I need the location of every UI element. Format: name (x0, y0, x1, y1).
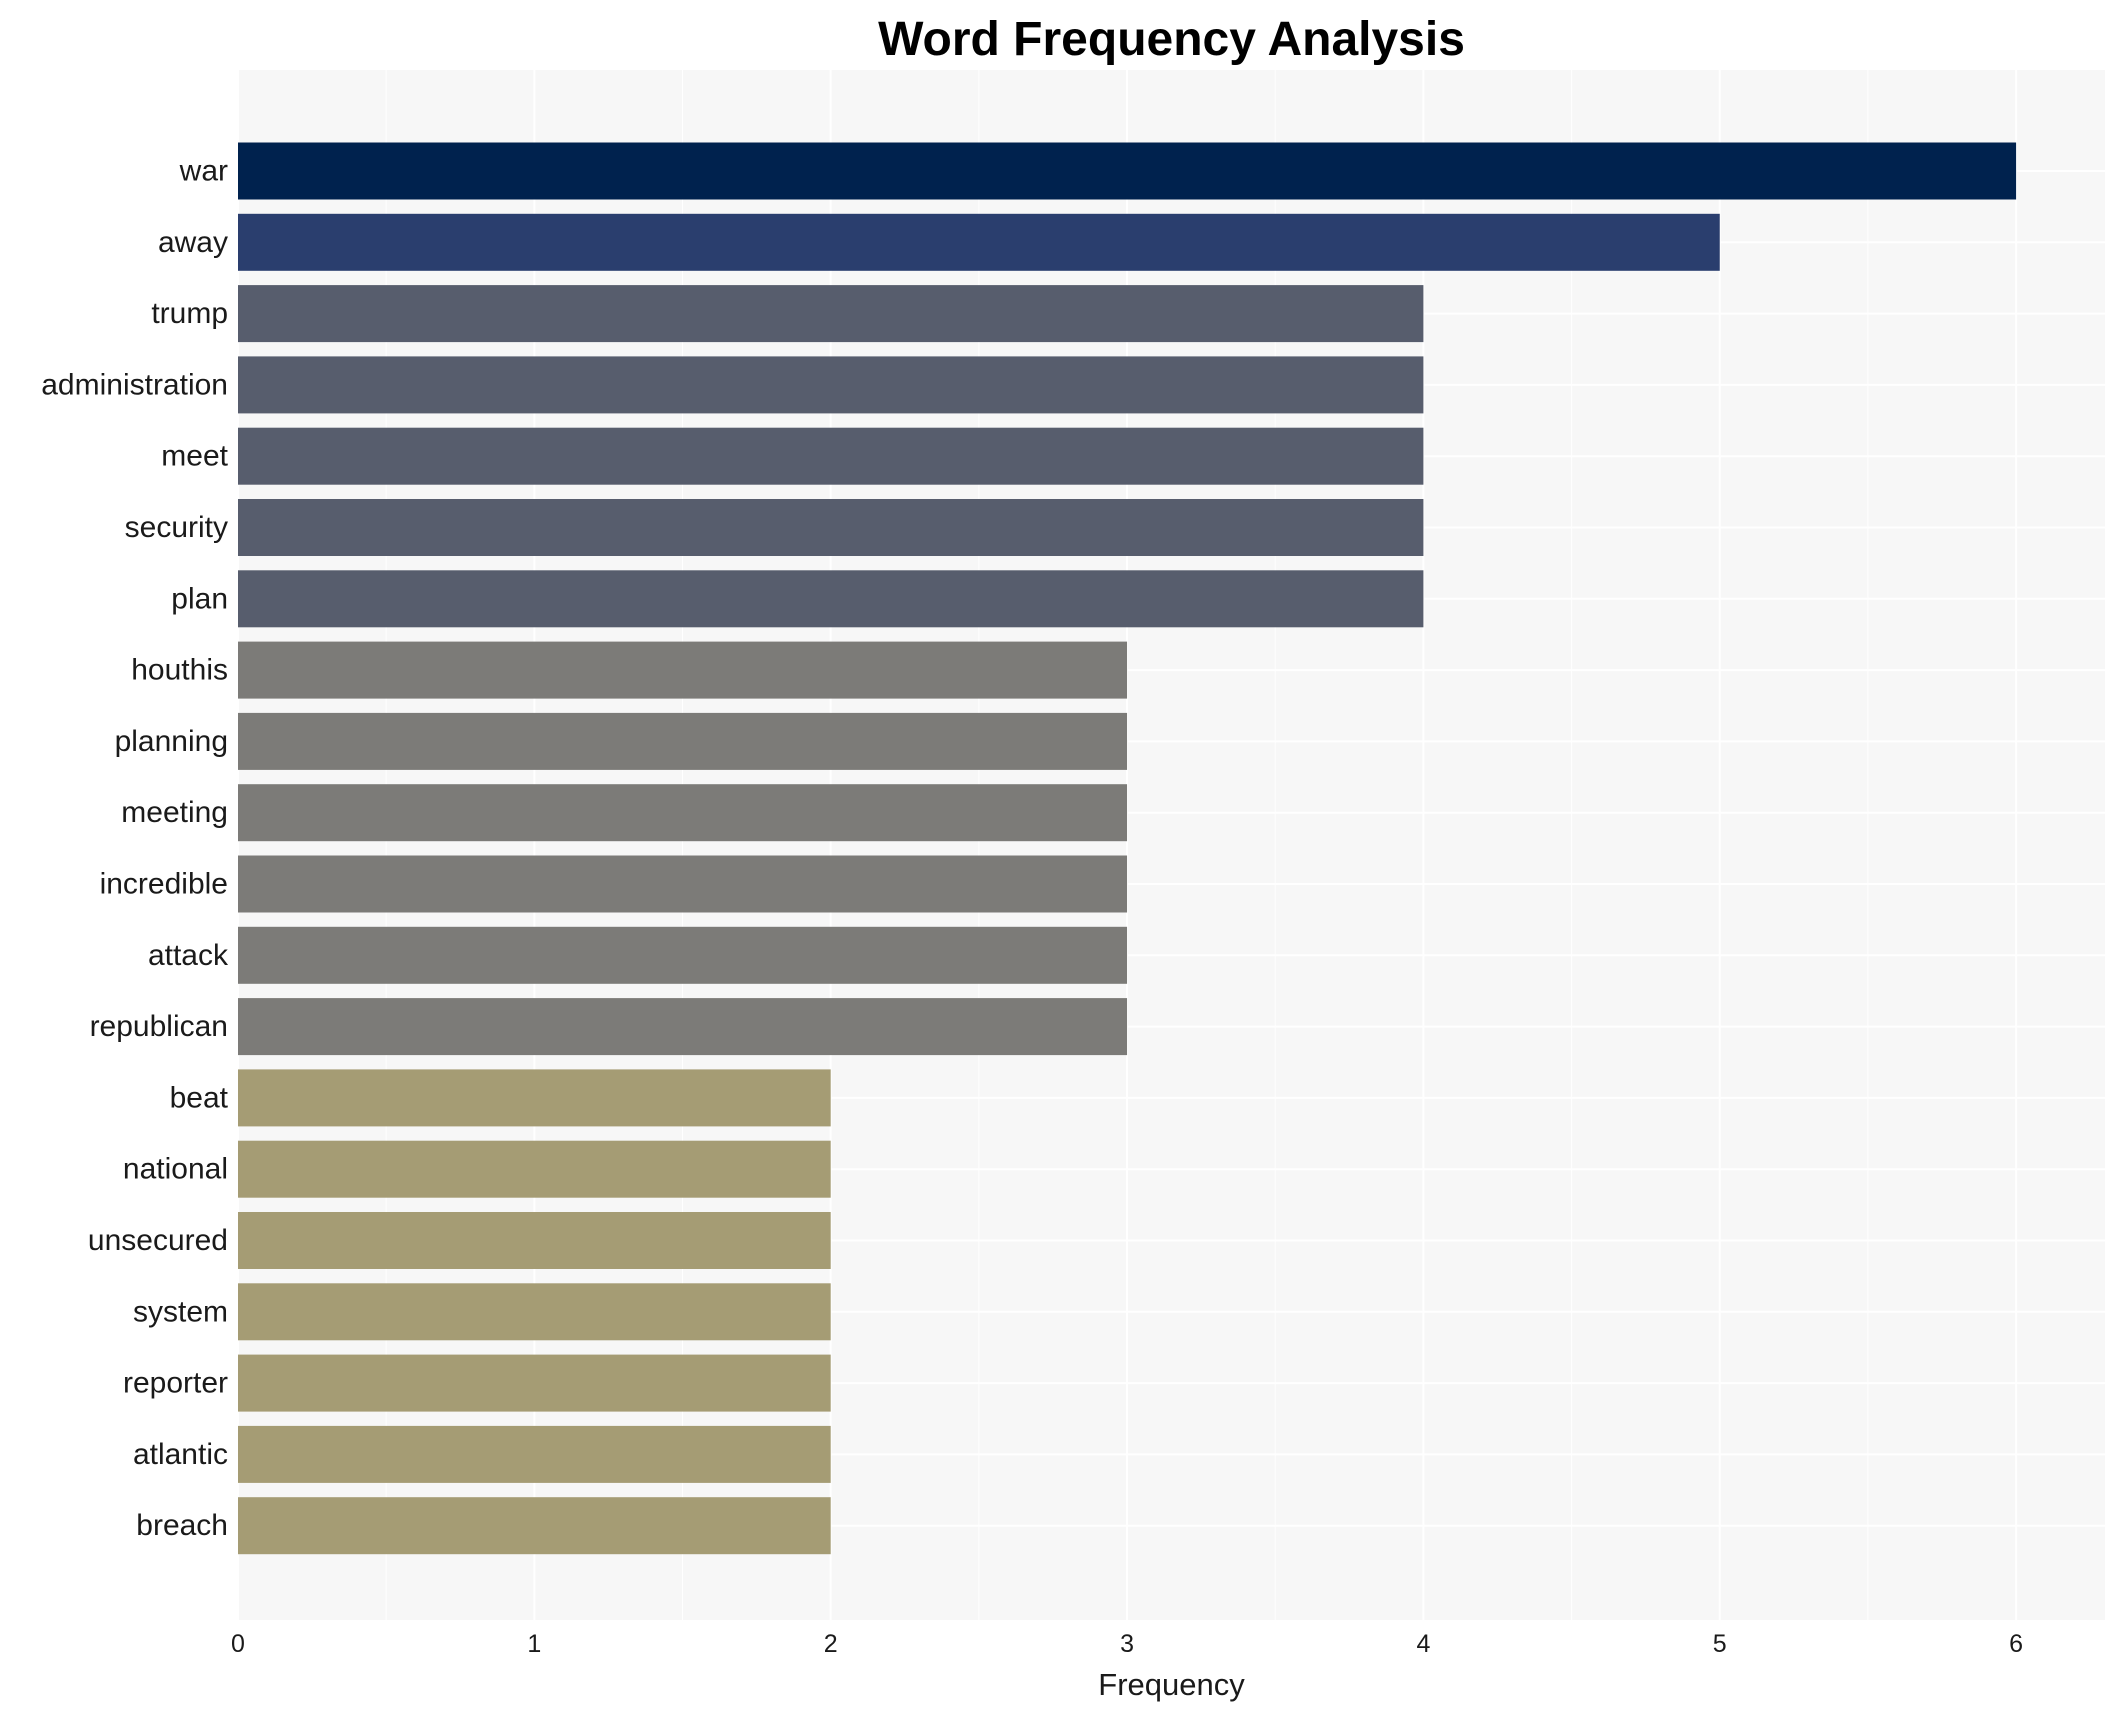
bar-attack (238, 926, 1128, 984)
category-label-atlantic: atlantic (133, 1438, 228, 1471)
category-label-national: national (123, 1153, 228, 1186)
category-label-trump: trump (151, 297, 228, 330)
bar-administration (238, 356, 1424, 414)
bar-unsecured (238, 1212, 831, 1269)
category-label-system: system (133, 1295, 228, 1328)
category-label-planning: planning (115, 725, 228, 758)
bar-atlantic (238, 1425, 831, 1483)
category-label-attack: attack (148, 939, 229, 972)
bar-breach (238, 1497, 831, 1555)
x-tick-label: 3 (1120, 1630, 1134, 1658)
x-tick-label: 2 (824, 1630, 838, 1658)
x-tick-label: 4 (1416, 1630, 1430, 1658)
bar-national (238, 1140, 831, 1198)
category-label-breach: breach (136, 1509, 228, 1542)
category-label-incredible: incredible (100, 868, 228, 901)
chart-title: Word Frequency Analysis (878, 13, 1465, 66)
bar-planning (238, 712, 1128, 770)
bar-system (238, 1283, 831, 1341)
bar-war (238, 142, 2017, 200)
bar-plan (238, 570, 1424, 628)
bar-beat (238, 1069, 831, 1127)
category-label-security: security (125, 511, 228, 544)
category-label-beat: beat (170, 1081, 229, 1114)
category-label-administration: administration (41, 368, 228, 401)
category-labels: war away trump administration meet security pl… (41, 155, 229, 1543)
bar-republican (238, 998, 1128, 1056)
category-label-plan: plan (171, 582, 228, 615)
bar-security (238, 499, 1424, 556)
x-tick-label: 0 (231, 1630, 245, 1658)
category-label-reporter: reporter (123, 1367, 228, 1400)
category-label-republican: republican (90, 1010, 228, 1043)
bar-reporter (238, 1354, 831, 1412)
category-label-meet: meet (161, 440, 228, 473)
x-tick-label: 5 (1713, 1630, 1727, 1658)
x-axis-title: Frequency (1098, 1667, 1245, 1702)
category-label-war: war (179, 155, 228, 188)
x-tick-labels: 0 1 2 3 4 5 6 (231, 1630, 2023, 1658)
x-tick-label: 1 (527, 1630, 541, 1658)
bar-away (238, 213, 1720, 271)
category-label-meeting: meeting (121, 796, 228, 829)
category-label-away: away (158, 226, 228, 259)
x-tick-label: 6 (2009, 1630, 2023, 1658)
bar-houthis (238, 641, 1128, 699)
category-label-houthis: houthis (131, 654, 228, 687)
bar-incredible (238, 855, 1128, 913)
bar-meet (238, 427, 1424, 485)
category-label-unsecured: unsecured (88, 1224, 228, 1257)
bars (238, 142, 2017, 1555)
bar-trump (238, 285, 1424, 343)
bar-meeting (238, 784, 1128, 842)
